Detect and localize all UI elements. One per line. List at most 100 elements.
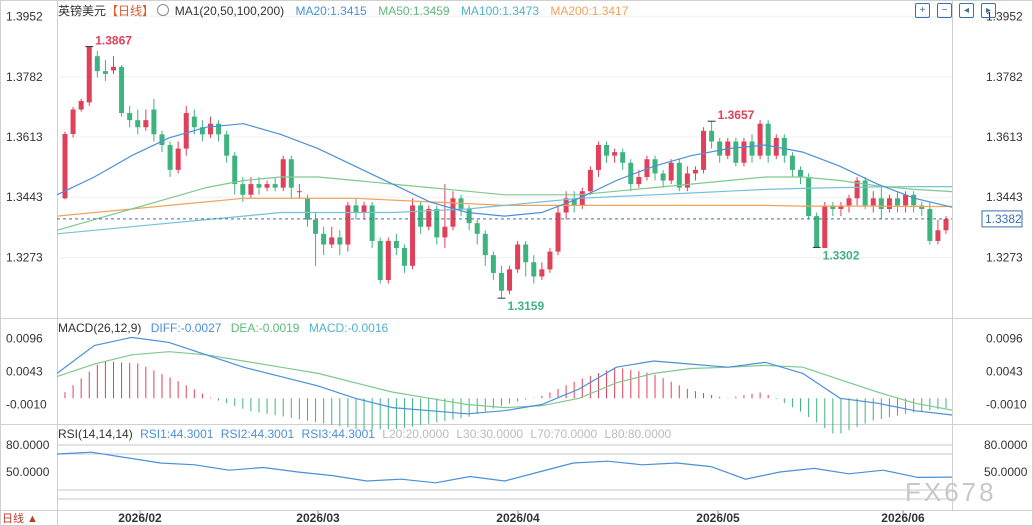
dea-line (56, 351, 953, 411)
candle-body (531, 262, 537, 277)
candle-body (644, 159, 650, 177)
candle-body (232, 155, 238, 185)
candle-body (927, 208, 933, 241)
candle-body (733, 141, 739, 163)
rsi-tick-left: 80.0000 (6, 438, 50, 452)
l20-value: L20:20.0000 (382, 427, 449, 441)
price-tick-left: 1.3273 (6, 251, 43, 265)
candle-body (498, 272, 504, 291)
macd-tick-left: 0.0096 (6, 332, 43, 346)
candle-body (765, 123, 771, 156)
settings-icon[interactable] (157, 4, 170, 16)
candle-body (78, 100, 84, 110)
candle-body (474, 223, 480, 234)
ma100-line (56, 186, 952, 235)
period-label[interactable]: 【日线】 (106, 4, 155, 18)
ma20-line (56, 123, 953, 217)
candle-body (143, 120, 149, 128)
macd-tick-left: -0.0010 (6, 397, 47, 411)
rsi-tick-left: 50.0000 (6, 465, 50, 479)
date-tick: 2026/02 (118, 511, 162, 525)
candle-body (684, 173, 690, 188)
candle-body (401, 248, 407, 266)
candle-body (781, 137, 787, 156)
candle-body (620, 152, 626, 163)
candle-body (870, 198, 876, 206)
last-price-label: 1.3382 (985, 212, 1022, 226)
candle-body (749, 141, 755, 156)
candle-body (353, 205, 359, 213)
ma200-line (56, 197, 952, 217)
candle-body (919, 205, 925, 209)
l80-value: L80:80.0000 (604, 427, 672, 441)
candle-body (789, 155, 795, 170)
candle-body (361, 205, 367, 213)
last-price-tag (981, 210, 1023, 228)
candle-body (701, 130, 707, 170)
candle-body (587, 169, 593, 192)
price-tick-right: 1.3273 (986, 251, 1023, 265)
candle-body (903, 194, 909, 206)
candle-body (911, 194, 917, 206)
candle-body (830, 205, 836, 209)
candle-body (595, 145, 601, 170)
scroll-left-icon[interactable]: ◂ (959, 3, 974, 18)
candle-body (167, 145, 173, 170)
candle-body (668, 162, 674, 181)
candle-body (935, 230, 941, 241)
macd-tick-right: 0.0043 (986, 365, 1023, 379)
ma200-value: MA200:1.3417 (550, 4, 629, 18)
zoom-in-icon[interactable]: + (915, 3, 930, 18)
price-tick-left: 1.3782 (6, 70, 43, 84)
candle-body (304, 198, 310, 220)
candle-body (676, 162, 682, 188)
macd-value: MACD:-0.0016 (308, 321, 389, 335)
zoom-out-icon[interactable]: − (937, 3, 952, 18)
candle-body (555, 212, 561, 252)
candle-body (102, 71, 108, 74)
price-tick-right: 1.3782 (986, 70, 1023, 84)
candle-body (151, 109, 157, 135)
candle-body (814, 216, 820, 249)
candle-body (256, 184, 262, 188)
candle-body (418, 205, 424, 227)
candle-body (943, 218, 949, 231)
ma-label: MA1(20,50,100,200) (174, 4, 285, 18)
candle-body (692, 169, 698, 174)
candle-body (199, 127, 205, 135)
l70-value: L70:70.0000 (530, 427, 598, 441)
candle-body (191, 116, 197, 128)
candle-body (321, 233, 327, 245)
rsi-line (56, 451, 953, 484)
candle-body (709, 130, 715, 142)
date-tick: 2026/06 (881, 511, 925, 525)
dif-line (56, 336, 953, 416)
date-tick: 2026/03 (296, 511, 340, 525)
rsi-header: RSI(14,14,14) RSI1:44.3001 RSI2:44.3001 … (58, 427, 671, 441)
rsi-tick-right: 80.0000 (984, 438, 1028, 452)
candle-body (369, 205, 375, 241)
candle-body (329, 237, 335, 245)
candle-body (571, 198, 577, 206)
candle-body (272, 184, 278, 188)
ma100-value: MA100:1.3473 (460, 4, 539, 18)
low-annotation: 1.3159 (507, 299, 544, 313)
candle-body (248, 184, 254, 195)
price-tick-left: 1.3952 (6, 9, 43, 23)
scroll-right-icon[interactable]: ▸ (981, 3, 996, 18)
candle-body (466, 208, 472, 224)
dif-value: DIFF:-0.0027 (150, 321, 222, 335)
macd-tick-left: 0.0043 (6, 365, 43, 379)
candle-body (393, 240, 399, 249)
macd-label: MACD(26,12,9) (58, 321, 142, 335)
candle-body (717, 141, 723, 156)
price-tick-left: 1.3613 (6, 130, 43, 144)
period-corner-label[interactable]: 日线 ▲ (2, 513, 38, 525)
candle-body (410, 205, 416, 266)
rsi3-value: RSI3:44.3001 (301, 427, 375, 441)
macd-tick-right: -0.0010 (986, 397, 1027, 411)
candle-body (490, 255, 496, 273)
candle-body (62, 133, 68, 199)
candle-body (450, 198, 456, 227)
candle-body (337, 237, 343, 245)
